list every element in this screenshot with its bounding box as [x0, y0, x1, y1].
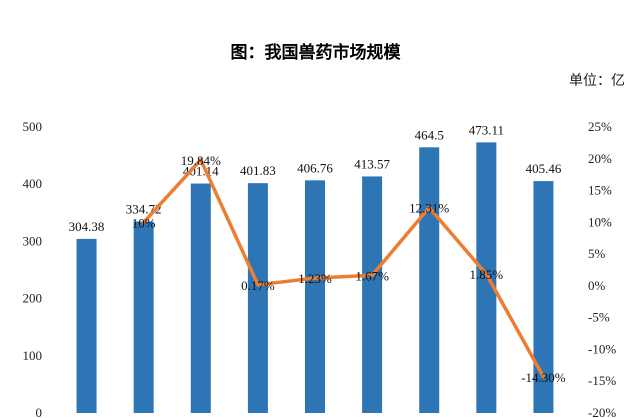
- bar-value-label: 473.11: [469, 122, 504, 137]
- growth-value-label: 12.31%: [409, 201, 449, 216]
- y-right-tick-label: 25%: [588, 119, 612, 134]
- bar-value-label: 405.46: [526, 161, 562, 176]
- growth-point: [370, 273, 374, 277]
- bar: [247, 183, 268, 413]
- growth-point: [541, 375, 545, 379]
- bar: [305, 180, 325, 413]
- y-right-tick-label: -10%: [588, 341, 616, 356]
- chart-title: 图：我国兽药市场规模: [230, 43, 401, 63]
- growth-value-label: 1.23%: [298, 271, 332, 286]
- unit-label: 单位：亿: [569, 73, 625, 89]
- bar: [76, 238, 97, 413]
- growth-value-label: 10%: [132, 215, 156, 230]
- y-left-tick-label: 100: [23, 348, 43, 363]
- growth-value-label: 0.17%: [241, 278, 275, 293]
- y-right-tick-label: 20%: [588, 151, 612, 166]
- y-right-tick-label: 15%: [588, 183, 612, 198]
- bar-value-label: 401.83: [240, 163, 276, 178]
- growth-point: [199, 158, 203, 162]
- bar: [533, 181, 554, 413]
- y-left-tick-label: 400: [23, 176, 43, 191]
- bar-value-label: 413.57: [354, 156, 390, 171]
- growth-point: [142, 220, 146, 224]
- bar: [362, 176, 383, 413]
- y-right-tick-label: 10%: [588, 214, 612, 229]
- y-left-tick-label: 300: [23, 233, 43, 248]
- bar-value-label: 406.76: [297, 160, 333, 175]
- growth-value-label: 1.67%: [355, 268, 389, 283]
- y-left-tick-label: 0: [36, 405, 43, 418]
- y-right-tick-label: -20%: [588, 405, 616, 418]
- growth-point: [484, 272, 488, 276]
- growth-point: [427, 206, 431, 210]
- growth-value-label: 19.84%: [181, 153, 221, 168]
- growth-point: [256, 283, 260, 287]
- bar: [419, 147, 440, 413]
- bar-value-label: 464.5: [415, 127, 444, 142]
- growth-point: [313, 276, 317, 280]
- y-left-tick-label: 500: [23, 119, 43, 134]
- growth-line: [142, 158, 545, 378]
- y-right-tick-label: -15%: [588, 373, 616, 388]
- growth-value-label: 1.85%: [470, 267, 504, 282]
- bar-value-label: 304.38: [69, 219, 105, 234]
- bar: [133, 221, 154, 413]
- y-left-tick-label: 200: [23, 291, 43, 306]
- y-right-tick-label: -5%: [588, 310, 610, 325]
- growth-value-label: -14.30%: [521, 370, 566, 385]
- y-right-tick-label: 0%: [588, 278, 606, 293]
- bar: [190, 183, 211, 413]
- y-right-tick-label: 5%: [588, 246, 606, 261]
